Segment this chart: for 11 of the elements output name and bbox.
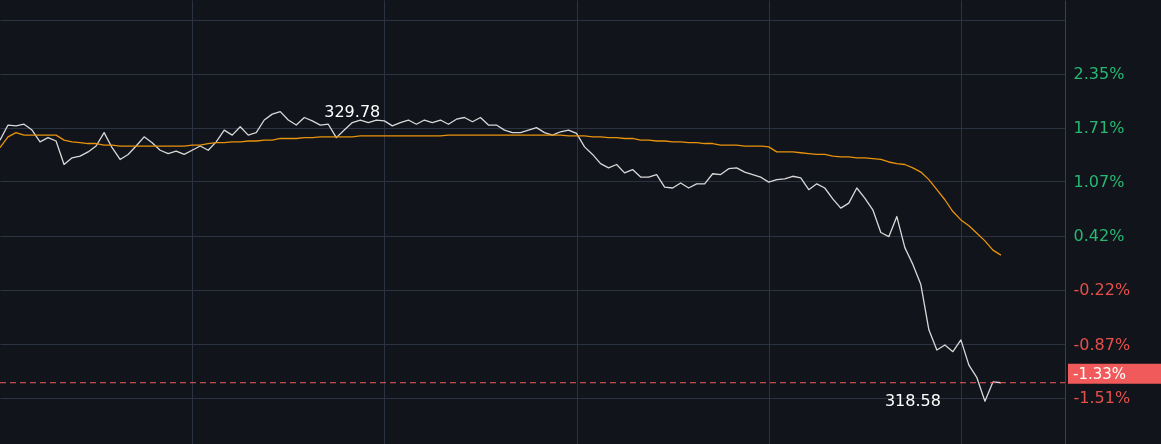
y-tick-label: 1.07% (1073, 171, 1125, 191)
y-tick-label: 0.42% (1073, 226, 1125, 246)
annotation: 329.78 (324, 101, 381, 121)
y-tick-label: -1.51% (1073, 388, 1131, 408)
line-series (0, 131, 1002, 256)
y-tick-label: -0.22% (1073, 280, 1131, 300)
y-tick-label: -0.87% (1073, 334, 1131, 354)
y-tick-label: 2.35% (1073, 64, 1125, 84)
y-tick-label: 1.71% (1073, 118, 1125, 138)
ref-line-label: -1.33% (1073, 364, 1127, 383)
annotation: 318.58 (884, 391, 941, 411)
